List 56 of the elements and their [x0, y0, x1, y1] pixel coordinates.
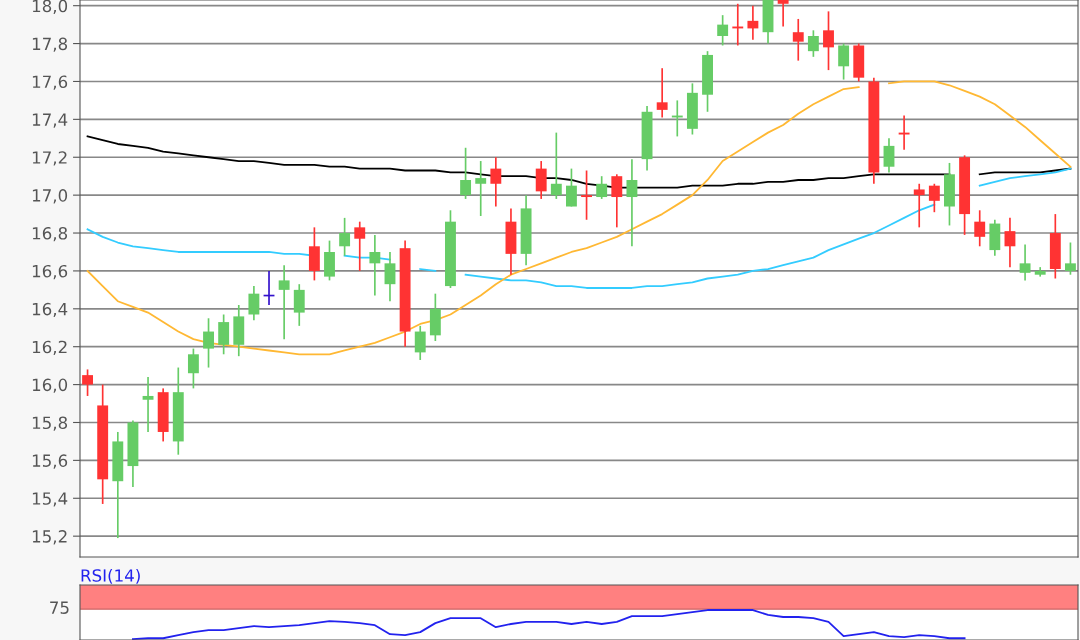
y-tick-label: 17,4 — [32, 113, 68, 128]
candlestick — [883, 137, 895, 174]
candlestick — [898, 114, 910, 151]
candlestick — [581, 169, 592, 221]
candlestick — [913, 182, 925, 229]
candlestick — [475, 160, 487, 217]
candlestick — [384, 251, 396, 303]
candlestick — [490, 156, 502, 208]
candlestick — [1065, 241, 1076, 276]
candlestick — [218, 313, 230, 356]
y-tick-label: 16,2 — [32, 340, 67, 355]
candlestick — [807, 29, 819, 58]
candlestick — [626, 158, 638, 248]
candlestick — [293, 283, 305, 327]
candlestick — [747, 4, 759, 41]
candlestick — [82, 368, 93, 397]
candlestick — [535, 160, 547, 200]
y-tick-label: 16,0 — [32, 378, 68, 393]
y-tick-label: 17,8 — [32, 37, 68, 52]
candlestick — [248, 285, 260, 322]
candlestick — [717, 14, 729, 47]
candlestick — [596, 175, 608, 200]
candlestick — [928, 182, 940, 214]
candlestick — [566, 167, 577, 208]
candlestick — [187, 347, 199, 390]
y-tick-label: 15,2 — [32, 530, 67, 545]
candlestick — [792, 18, 804, 62]
candlestick — [777, 0, 789, 28]
candlestick — [414, 325, 426, 361]
y-tick-label: 16,4 — [32, 302, 68, 318]
candlestick — [354, 220, 366, 272]
y-tick-label: 15,4 — [32, 492, 68, 507]
y-tick-label: 15,6 — [32, 454, 68, 469]
y-tick-label: 17,2 — [32, 151, 67, 166]
candlestick — [1019, 243, 1031, 282]
candlestick — [278, 264, 290, 340]
candlestick — [203, 317, 214, 369]
candlestick — [656, 67, 668, 119]
chart-title: RSI(14) — [81, 568, 140, 584]
y-tick-label: 17,6 — [32, 75, 68, 90]
candlestick — [460, 146, 472, 200]
y-tick-label: 16,6 — [32, 264, 68, 280]
y-tick-label: 16,8 — [32, 226, 68, 242]
candlestick — [611, 173, 623, 229]
y-tick-label: 15,8 — [32, 416, 68, 431]
y-tick-label: 17,0 — [32, 189, 68, 204]
candlestick — [550, 131, 562, 200]
candlestick — [823, 10, 834, 71]
candlestick — [142, 376, 154, 433]
candlestick — [369, 234, 381, 297]
text: 75 — [50, 601, 69, 614]
candlestick — [339, 217, 351, 257]
y-tick-label: 18,0 — [32, 0, 68, 14]
candlestick — [838, 42, 850, 81]
candlestick — [1004, 217, 1016, 268]
candlestick — [974, 209, 986, 248]
